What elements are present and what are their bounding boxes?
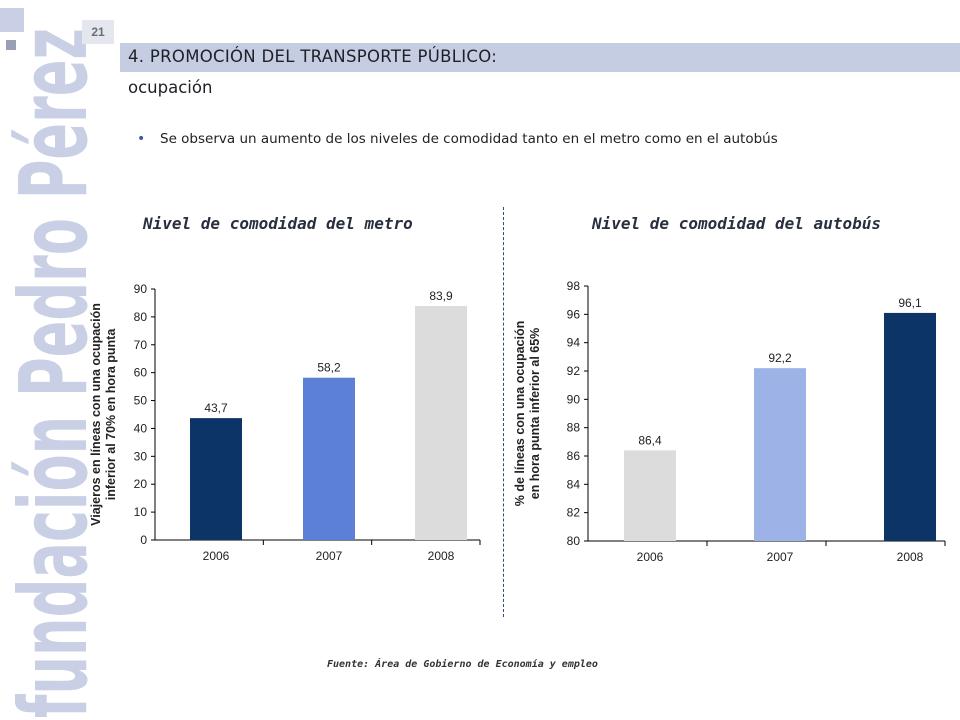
category-label-2006: 2006 [637,550,664,564]
bar-2007 [303,377,355,540]
y-tick-label: 88 [567,421,581,435]
watermark-text: fundación Pedro Pérez [0,28,109,718]
y-tick-label: 40 [134,421,148,435]
metro-chart: 0 10 20 30 40 50 60 70 80 90 43,7 2006 58,2 2007 83,9 2… [89,282,481,563]
page-title: 4. PROMOCIÓN DEL TRANSPORTE PÚBLICO: [128,47,498,66]
y-tick-label: 84 [567,477,581,491]
bar-2007 [754,368,806,541]
y-tick-label: 80 [134,310,148,324]
logo-square-small [6,40,16,50]
bus-chart-title: Nivel de comodidad del autobús [592,214,881,233]
y-tick-label: 80 [567,534,581,548]
page-subtitle: ocupación [128,78,213,97]
data-label-2008: 96,1 [898,296,922,310]
y-tick-label: 30 [134,449,148,463]
y-tick-label: 20 [134,477,148,491]
category-label-2006: 2006 [203,549,230,563]
bar-2008 [415,306,467,540]
y-axis-title-line: % de líneas con una ocupación [513,321,527,506]
y-tick-label: 96 [567,307,581,321]
category-label-2008: 2008 [897,550,924,564]
category-label-2008: 2008 [428,549,455,563]
category-label-2007: 2007 [767,550,794,564]
chart-divider [503,207,504,617]
y-tick-label: 10 [134,505,148,519]
y-axis-title-line: inferior al 70% en hora punta [104,328,118,501]
y-tick-label: 98 [567,279,581,293]
source-note: Fuente: Área de Gobierno de Economía y e… [327,659,598,670]
y-axis-title: Viajeros en líneas con una ocupación infe… [89,303,118,526]
y-tick-label: 90 [134,282,148,296]
metro-chart-title: Nivel de comodidad del metro [143,214,413,233]
y-tick-label: 90 [567,392,581,406]
category-label-2007: 2007 [316,549,343,563]
watermark-logo: fundación Pedro Pérez [0,8,109,718]
bullet-icon: • [137,131,146,147]
bar-2006 [190,418,242,540]
data-label-2006: 43,7 [204,401,228,415]
y-tick-label: 60 [134,366,148,380]
data-label-2007: 92,2 [768,351,792,365]
y-tick-label: 0 [140,533,147,547]
y-axis-title-line: Viajeros en líneas con una ocupación [89,303,103,526]
bar-2008 [884,312,936,541]
y-tick-label: 94 [567,336,581,350]
y-axis-title-line: en hora punta inferior al 65% [528,328,542,500]
bullet-text: Se observa un aumento de los niveles de … [160,131,778,147]
title-band [120,43,960,72]
bar-2006 [624,450,676,541]
y-tick-label: 50 [134,394,148,408]
y-tick-label: 86 [567,449,581,463]
y-axis-title: % de líneas con una ocupación en hora pun… [513,321,542,506]
data-label-2007: 58,2 [317,361,341,375]
y-tick-label: 92 [567,364,581,378]
data-label-2006: 86,4 [638,433,662,447]
y-tick-label: 70 [134,338,148,352]
bus-chart: 80 82 84 86 88 90 92 94 96 98 86,4 2006 92,2 2007 96,1… [513,279,946,564]
page-number: 21 [82,20,114,44]
data-label-2008: 83,9 [429,289,453,303]
logo-square-large [0,8,24,32]
y-tick-label: 82 [567,506,581,520]
